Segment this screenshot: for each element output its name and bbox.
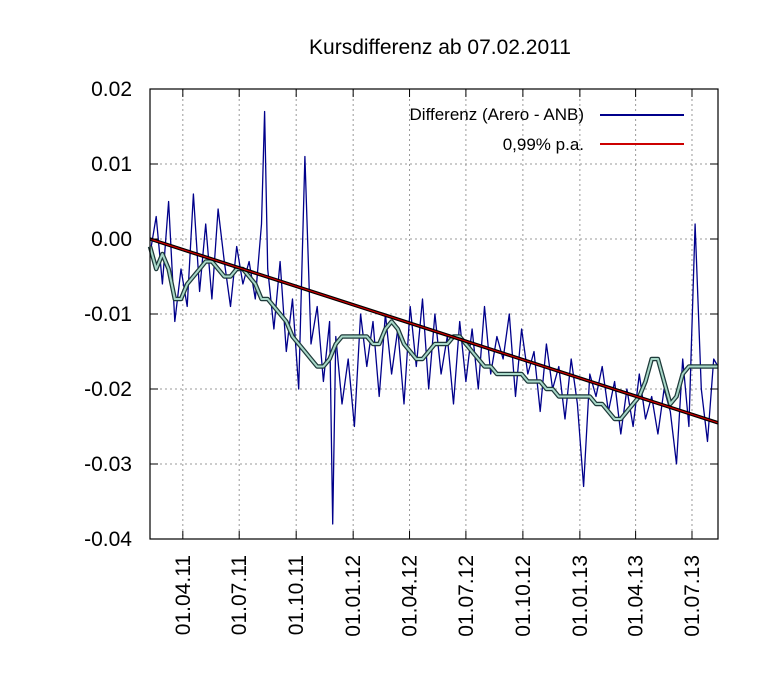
x-tick-label: 01.04.12 [399,555,422,637]
series-line-differenz [149,110,719,525]
axes: 0.02 0.01 0.00 -0.01 -0.02 -0.03 -0.04 01.04.11… [84,78,718,637]
y-tick-label: -0.04 [84,528,132,551]
legend-label-differenz: Differenz (Arero - ANB) [410,105,584,124]
grid [150,89,718,539]
x-tick-label: 01.10.11 [285,555,308,635]
x-tick-label: 01.10.12 [512,555,535,637]
series-layer [147,110,719,525]
chart-title: Kursdifferenz ab 07.02.2011 [309,36,571,59]
legend-label-trend: 0,99% p.a. [503,135,584,154]
x-tick-label: 01.04.13 [625,555,648,637]
x-tick-label: 01.07.11 [228,555,251,635]
x-tick-label: 01.07.13 [681,555,704,637]
series-line-trend [149,238,719,424]
y-tick-label: 0.01 [91,153,132,176]
x-tick-label: 01.04.11 [172,555,195,635]
x-tick-label: 01.01.13 [569,555,592,637]
legend: Differenz (Arero - ANB) 0,99% p.a. [410,105,684,154]
x-tick-label: 01.07.12 [455,555,478,637]
y-tick-label: 0.02 [91,78,132,101]
y-tick-label: -0.02 [84,378,132,401]
y-tick-label: -0.01 [84,303,132,326]
x-tick-label: 01.01.12 [342,555,365,637]
y-tick-label: -0.03 [84,453,132,476]
y-tick-label: 0.00 [91,228,132,251]
